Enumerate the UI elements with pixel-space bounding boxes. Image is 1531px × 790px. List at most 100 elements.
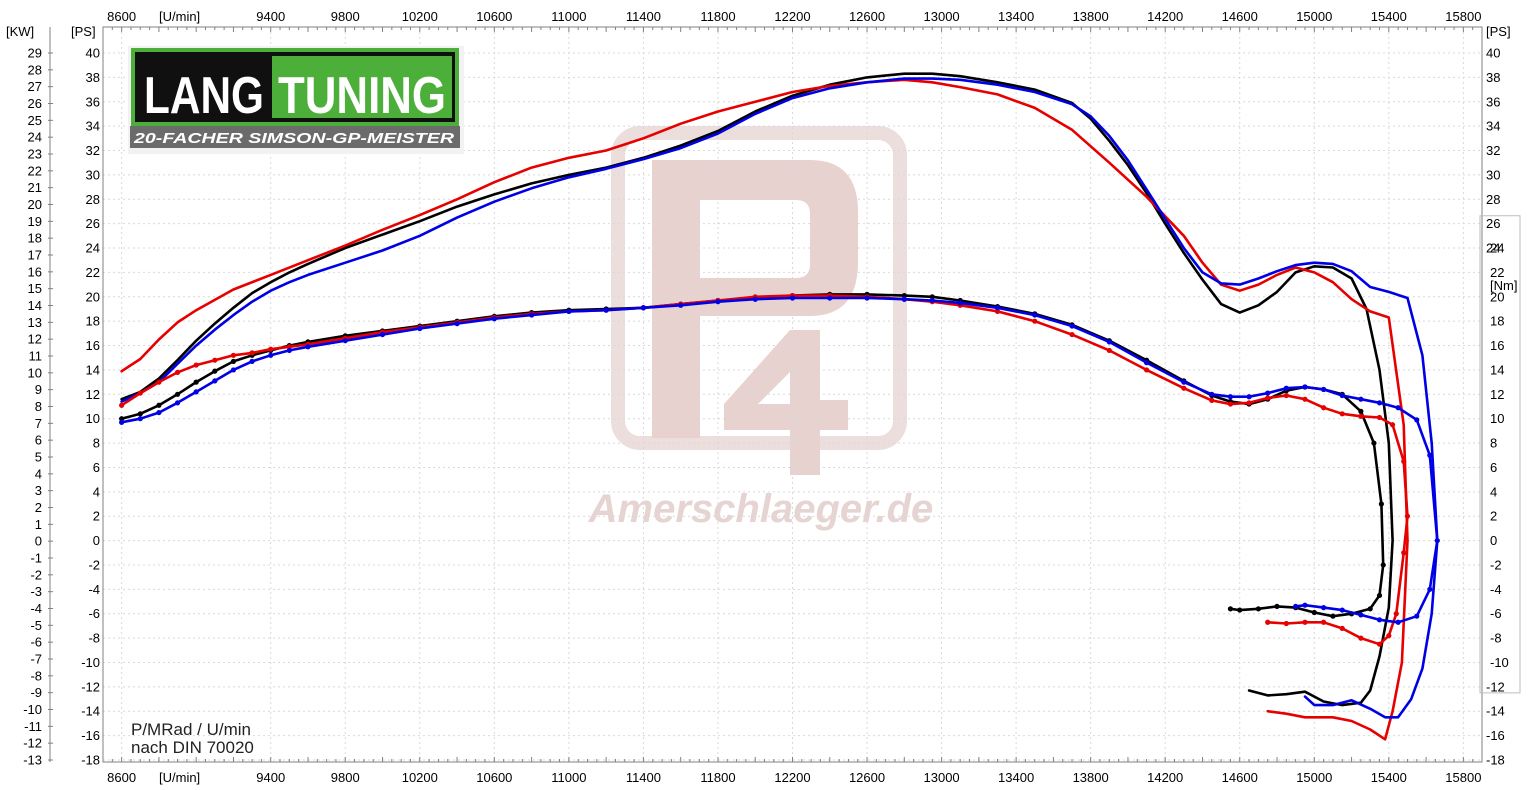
x-tick-label-bottom: 9400 xyxy=(256,770,285,785)
red-torque-point xyxy=(1143,367,1150,373)
blue-torque-point xyxy=(249,358,255,364)
x-tick-label-top: 14600 xyxy=(1222,9,1258,24)
nm-tick-label: 8 xyxy=(1490,436,1497,451)
kw-tick-label: -6 xyxy=(30,635,42,650)
x-tick-label-bottom: 14600 xyxy=(1222,770,1258,785)
nm-tick-label: 4 xyxy=(1490,484,1497,499)
blue-torque-point xyxy=(1293,603,1299,610)
red-torque-point xyxy=(1386,633,1392,639)
nm-tick-label: 10 xyxy=(1490,411,1504,426)
ps-right-tick-label: -18 xyxy=(1486,753,1505,768)
x-tick-label-bottom: 11000 xyxy=(551,770,586,785)
ps-right-tick-label: 32 xyxy=(1486,143,1500,158)
ps-left-tick-label: 36 xyxy=(86,94,100,109)
ps-right-tick-label: -14 xyxy=(1486,704,1505,719)
ps-left-tick-label: 6 xyxy=(93,460,100,475)
red-torque-point xyxy=(1401,458,1407,464)
x-tick-label-bottom: 15400 xyxy=(1371,770,1407,785)
blue-torque-point xyxy=(1143,360,1150,366)
x-tick-label-top: 10200 xyxy=(402,9,438,24)
blue-torque-point xyxy=(342,338,348,344)
ps-right-tick-label: -12 xyxy=(1486,679,1505,694)
x-tick-label-top: 9400 xyxy=(256,9,285,24)
kw-tick-label: 20 xyxy=(28,197,42,212)
black-torque-point xyxy=(1358,408,1364,414)
red-torque-point xyxy=(249,350,255,356)
ps-left-tick-label: 18 xyxy=(86,314,100,329)
ps-right-tick-label: 38 xyxy=(1486,70,1500,85)
nm-tick-label: 12 xyxy=(1490,387,1504,402)
black-torque-point xyxy=(230,358,237,364)
red-torque-point xyxy=(1389,422,1396,428)
blue-torque-point xyxy=(715,299,721,305)
ps-right-axis-label: [PS] xyxy=(1486,24,1511,39)
x-tick-label-bottom: 15000 xyxy=(1296,770,1332,785)
ps-right-tick-label: 30 xyxy=(1486,167,1500,182)
x-tick-label-bottom: 9800 xyxy=(331,770,360,785)
x-tick-label-bottom: 13400 xyxy=(998,770,1034,785)
ps-left-tick-label: -6 xyxy=(88,606,100,621)
ps-left-tick-label: 22 xyxy=(86,265,100,280)
blue-torque-point xyxy=(230,367,237,373)
blue-torque-point xyxy=(212,378,218,384)
kw-tick-label: -1 xyxy=(30,551,42,566)
kw-tick-label: -2 xyxy=(30,567,42,582)
kw-tick-label: 2 xyxy=(35,500,42,515)
red-torque-point xyxy=(1393,611,1399,617)
red-torque-point xyxy=(1265,395,1271,401)
black-torque-point xyxy=(901,292,907,299)
ps-left-tick-label: -14 xyxy=(81,704,100,719)
lang-tuning-logo: LANG TUNING 20-FACHER SIMSON-GP-MEISTER xyxy=(128,46,464,154)
series-layer xyxy=(119,72,1440,741)
blue-torque-point xyxy=(137,416,143,422)
x-tick-label-top: 11800 xyxy=(700,9,735,24)
logo-green-block xyxy=(272,56,452,118)
blue-torque-point xyxy=(1302,602,1308,608)
blue-torque-point xyxy=(193,389,199,395)
kw-tick-label: 21 xyxy=(28,180,42,195)
kw-tick-label: -13 xyxy=(23,753,42,768)
blue-torque-point xyxy=(1069,323,1075,329)
blue-torque-point xyxy=(1427,586,1433,592)
blue-torque-point xyxy=(603,307,609,313)
blue-torque-point xyxy=(268,352,274,358)
blue-torque-point xyxy=(1302,384,1308,390)
blue-torque-point xyxy=(1434,537,1440,544)
nm-tick-label: -6 xyxy=(1490,606,1502,621)
ps-right-tick-label: 36 xyxy=(1486,94,1500,109)
x-tick-label-bottom: 12200 xyxy=(774,770,810,785)
kw-tick-label: 10 xyxy=(28,365,42,380)
x-tick-label-top: 12600 xyxy=(849,9,885,24)
note-line-1: P/MRad / U/min xyxy=(131,720,251,739)
kw-tick-label: 19 xyxy=(28,214,42,229)
black-torque-point xyxy=(1378,501,1384,507)
red-torque-point xyxy=(1302,619,1308,625)
x-tick-label-bottom: 10600 xyxy=(476,770,512,785)
ps-left-tick-label: 38 xyxy=(86,70,100,85)
blue-torque-point xyxy=(491,316,497,322)
red-torque-point xyxy=(1032,318,1038,324)
red-torque-point xyxy=(1283,620,1289,627)
nm-tick-label: 18 xyxy=(1490,314,1504,329)
black-torque-point xyxy=(212,368,218,374)
ps-left-tick-label: 14 xyxy=(86,362,100,377)
kw-tick-label: -11 xyxy=(24,719,42,734)
kw-tick-label: -9 xyxy=(30,685,42,700)
ps-left-tick-label: -4 xyxy=(88,582,100,597)
ps-right-tick-label: -16 xyxy=(1486,728,1505,743)
black-torque-point xyxy=(156,402,162,408)
red-torque-point xyxy=(1404,513,1411,519)
black-torque-point xyxy=(1255,606,1261,612)
red-torque-point xyxy=(1106,347,1112,354)
blue-torque-point xyxy=(417,325,423,332)
ps-left-tick-label: -8 xyxy=(88,631,100,646)
kw-tick-label: -12 xyxy=(23,736,42,751)
nm-axis-label: [Nm] xyxy=(1490,278,1517,293)
nm-axis-box xyxy=(1479,215,1521,694)
blue-torque-point xyxy=(1181,379,1187,385)
x-tick-label-top: 13400 xyxy=(998,9,1034,24)
logo-tagline-band xyxy=(130,126,460,148)
x-tick-label-top: 9800 xyxy=(331,9,360,24)
blue-torque-point xyxy=(640,305,647,311)
